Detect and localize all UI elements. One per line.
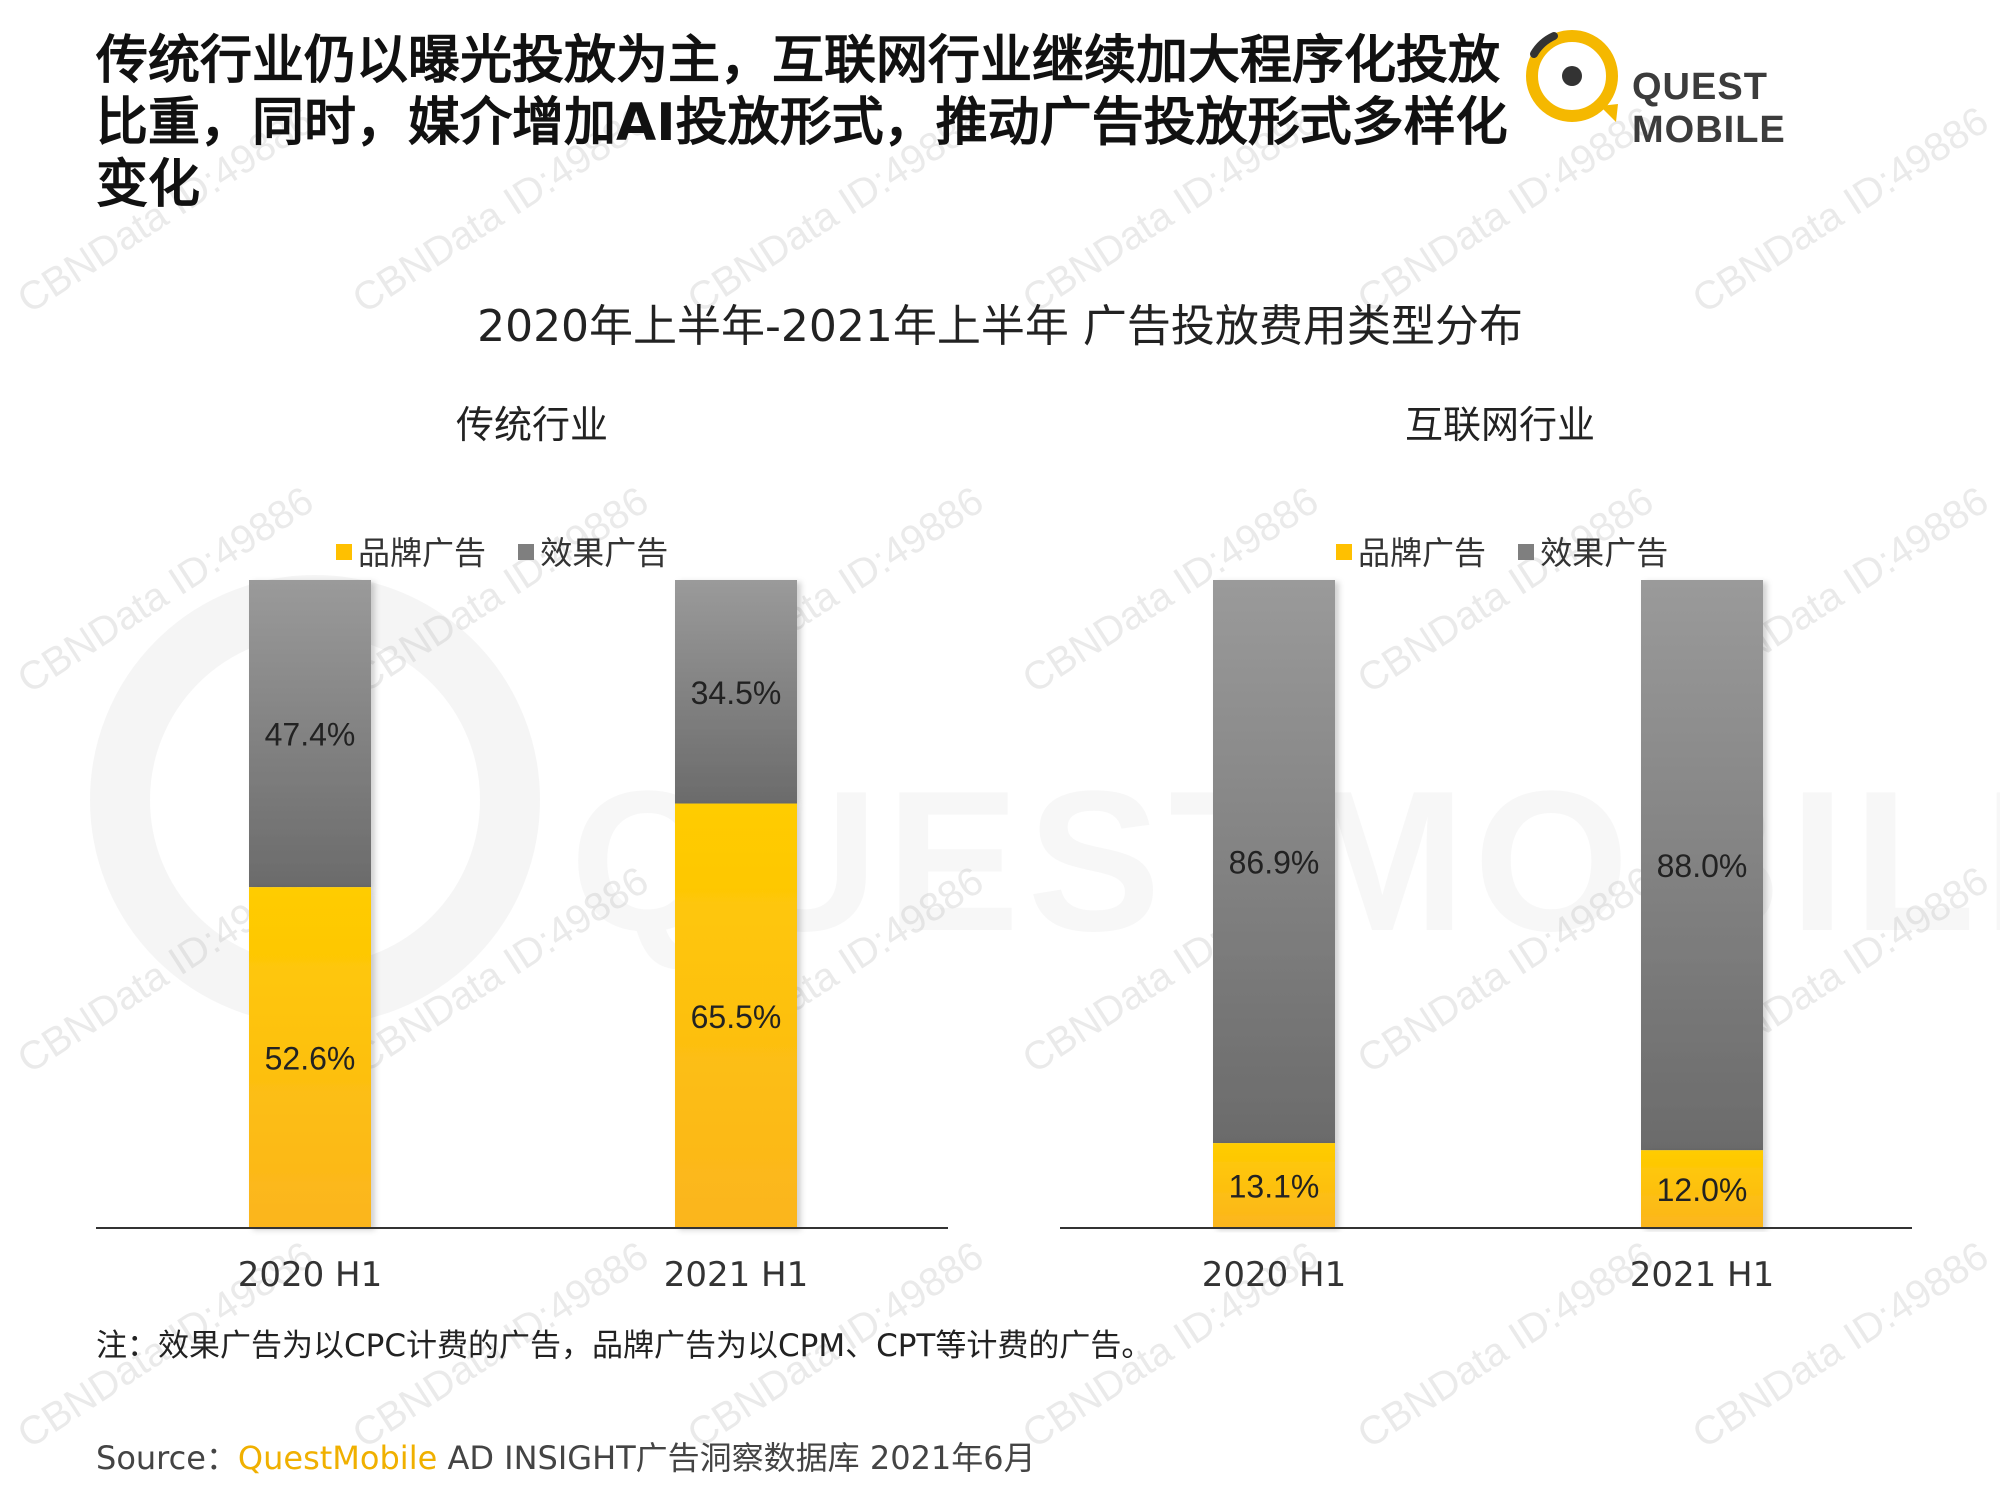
x-tick-label: 2021 H1	[1630, 1255, 1775, 1295]
bar-segment-brand	[1213, 1143, 1335, 1228]
data-label-effect: 88.0%	[1657, 848, 1748, 884]
data-label-brand: 12.0%	[1657, 1172, 1748, 1208]
bar-segment-effect	[1641, 580, 1763, 1151]
page-headline: 传统行业仍以曝光投放为主，互联网行业继续加大程序化投放比重，同时，媒介增加AI投…	[96, 31, 1508, 215]
panel-title-traditional: 传统行业	[455, 403, 608, 447]
data-label-effect: 34.5%	[691, 675, 782, 711]
source-brand: QuestMobile	[237, 1439, 438, 1477]
data-label-brand: 13.1%	[1229, 1169, 1320, 1205]
legend-item-effect: 效果广告	[1518, 528, 1668, 574]
legend-label-brand: 品牌广告	[358, 534, 487, 572]
source-prefix: Source：	[96, 1439, 238, 1477]
legend-swatch-brand	[336, 544, 352, 560]
data-label-brand: 65.5%	[691, 999, 782, 1035]
legend-item-brand: 品牌广告	[1336, 528, 1486, 574]
data-label-effect: 47.4%	[265, 717, 356, 753]
legend-item-effect: 效果广告	[518, 528, 668, 574]
legend-label-brand: 品牌广告	[1358, 534, 1487, 572]
x-tick-label: 2020 H1	[238, 1255, 383, 1295]
data-label-effect: 86.9%	[1229, 845, 1320, 881]
bar-segment-effect	[249, 580, 371, 888]
legend-swatch-brand	[1336, 544, 1352, 560]
legend-swatch-effect	[1518, 544, 1535, 560]
bar-segment-brand	[1641, 1150, 1763, 1228]
bar-segment-brand	[249, 887, 371, 1228]
footnote: 注：效果广告为以CPC计费的广告，品牌广告为以CPM、CPT等计费的广告。	[96, 1328, 1153, 1364]
legend-label-effect: 效果广告	[540, 534, 669, 572]
legend-item-brand: 品牌广告	[336, 528, 486, 574]
legend-label-effect: 效果广告	[1540, 534, 1669, 572]
chart-title: 2020年上半年-2021年上半年 广告投放费用类型分布	[477, 301, 1523, 352]
panel-title-internet: 互联网行业	[1404, 403, 1595, 447]
x-tick-label: 2020 H1	[1202, 1255, 1347, 1295]
legend-swatch-effect	[518, 544, 535, 560]
logo-text: QUEST MOBILE	[1632, 66, 1786, 151]
bar-segment-effect	[1213, 580, 1335, 1144]
bar-segment-brand	[675, 803, 797, 1228]
data-label-brand: 52.6%	[265, 1041, 356, 1077]
legend-traditional: 品牌广告 效果广告	[336, 528, 690, 574]
source-rest: AD INSIGHT广告洞察数据库 2021年6月	[437, 1439, 1036, 1477]
logo: QUEST MOBILE	[1520, 24, 1920, 151]
bar-segment-effect	[675, 580, 797, 804]
source-line: Source：QuestMobile AD INSIGHT广告洞察数据库 202…	[96, 1433, 1036, 1479]
legend-internet: 品牌广告 效果广告	[1336, 528, 1690, 574]
quest-mobile-logo-icon	[1526, 30, 1618, 122]
x-tick-label: 2021 H1	[664, 1255, 809, 1295]
